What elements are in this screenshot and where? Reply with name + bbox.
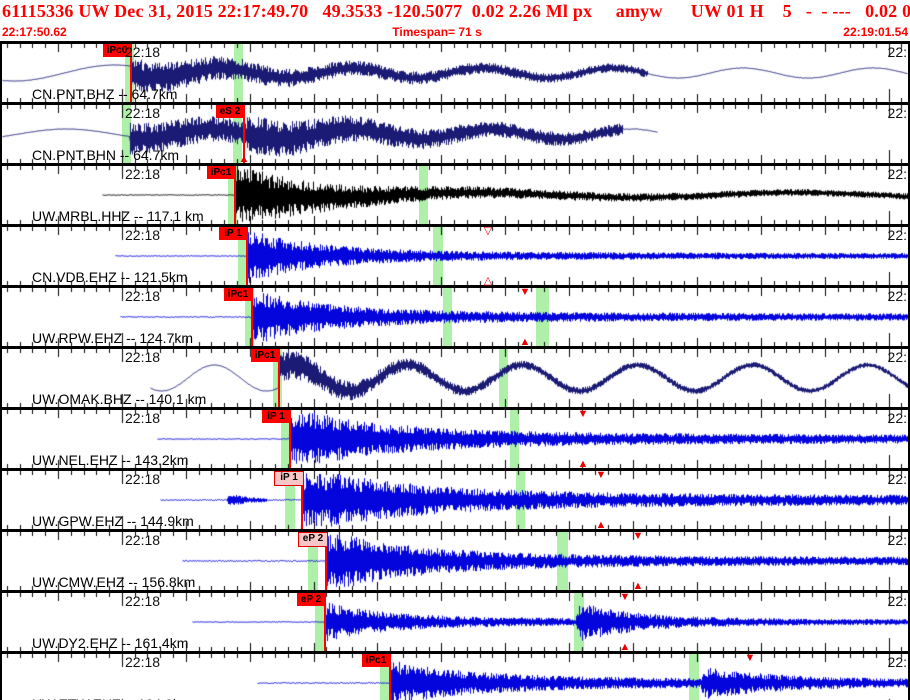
pick-flag[interactable]: iPc1 [251, 349, 279, 362]
trace-row[interactable]: iP 1 ▼ ▲ 22:18 22: UW.NEL.EHZ -- 143.2km [2, 407, 908, 470]
pick-line[interactable] [301, 471, 303, 529]
trace-right-minute-label: 22: [887, 44, 907, 60]
waveform-canvas[interactable] [2, 471, 908, 529]
timespan-label: Timespan= 71 s [392, 25, 482, 39]
trace-right-minute-label: 22: [887, 105, 907, 121]
trace-minute-label: 22:18 [125, 593, 161, 609]
station-label: UW.CMW.EHZ -- 156.8km [32, 574, 196, 590]
trace-minute-label: 22:18 [125, 471, 161, 487]
s-arrival-triangle-icon: ▼ [632, 530, 644, 542]
trace-row[interactable]: iPc1 ▼ ▲ 22:18 22: UW.RPW.EHZ -- 124.7km [2, 285, 908, 348]
trace-right-minute-label: 22: [887, 593, 907, 609]
pick-line[interactable] [324, 593, 326, 651]
trace-minute-label: 22:18 [125, 654, 161, 670]
s-arrival-triangle-icon: ▲ [595, 519, 607, 531]
s-arrival-triangle-icon: ▲ [632, 580, 644, 592]
s-arrival-triangle-icon: ▲ [577, 458, 589, 470]
s-arrival-triangle-icon: ▼ [577, 408, 589, 420]
event-header: 61115336 UW Dec 31, 2015 22:17:49.70 49.… [0, 0, 910, 41]
window-start-time: 22:17:50.62 [2, 25, 67, 39]
waveform-canvas[interactable] [2, 105, 908, 163]
trace-row[interactable]: iPc1 22:18 22: UW.MRBL.HHZ -- 117.1 km [2, 163, 908, 224]
trace-row[interactable]: eP 2 ▼ ▲ 22:18 22: UW.CMW.EHZ -- 156.8km [2, 529, 908, 592]
trace-row[interactable]: eS 2 ▲ 22:18 22: CN.PNT.BHN -- 64.7km [2, 102, 908, 165]
pick-flag[interactable]: iPc1 [224, 288, 252, 301]
trace-right-minute-label: 22: [887, 227, 907, 243]
trace-right-minute-label: 22: [887, 654, 907, 670]
station-label: UW.RPW.EHZ -- 124.7km [32, 330, 194, 346]
station-label: CN.PNT.BHZ -- 64.7km [32, 86, 178, 102]
s-arrival-triangle-icon: △ [483, 275, 493, 287]
event-summary-line: 61115336 UW Dec 31, 2015 22:17:49.70 49.… [2, 1, 910, 21]
station-label: UW.GPW.EHZ -- 144.9km [32, 513, 194, 529]
pick-flag[interactable]: iPc1 [207, 166, 235, 179]
trace-right-minute-label: 22: [887, 532, 907, 548]
trace-row[interactable]: iP 1 ▽ △ 22:18 22: CN.VDB.EHZ -- 121.5km [2, 224, 908, 287]
station-label: UW.NEL.EHZ -- 143.2km [32, 452, 189, 468]
pick-line[interactable] [389, 654, 391, 700]
s-arrival-triangle-icon: ▲ [619, 641, 631, 653]
trace-row[interactable]: iPc0 22:18 22: CN.PNT.BHZ -- 64.7km [2, 41, 908, 102]
waveform-canvas[interactable] [2, 532, 908, 590]
pick-line[interactable] [278, 349, 280, 407]
pick-line[interactable] [246, 227, 248, 285]
trace-right-minute-label: 22: [887, 288, 907, 304]
trace-row[interactable]: eP 2 ▼ ▲ 22:18 22: UW.DY2.EHZ -- 161.4km [2, 590, 908, 653]
waveform-canvas[interactable] [2, 227, 908, 285]
pick-flag[interactable]: iPc0 [103, 44, 131, 57]
pick-line[interactable] [325, 532, 327, 590]
pick-line[interactable] [289, 410, 291, 468]
station-label: UW.DY2.EHZ -- 161.4km [32, 635, 189, 651]
trace-right-minute-label: 22: [887, 349, 907, 365]
trace-minute-label: 22:18 [125, 288, 161, 304]
s-arrival-triangle-icon: ▼ [519, 286, 531, 298]
trace-minute-label: 22:18 [125, 227, 161, 243]
station-label: UW.OMAK.BHZ -- 140.1 km [32, 391, 207, 407]
waveform-canvas[interactable] [2, 349, 908, 407]
pick-line[interactable] [243, 105, 245, 163]
pick-line[interactable] [251, 288, 253, 346]
trace-minute-label: 22:18 [125, 44, 161, 60]
s-arrival-triangle-icon: ▽ [483, 225, 493, 237]
pick-foot-triangle-icon: ▲ [238, 153, 250, 165]
s-arrival-triangle-icon: ▲ [519, 336, 531, 348]
trace-minute-label: 22:18 [125, 105, 161, 121]
station-label: CN.VDB.EHZ -- 121.5km [32, 269, 188, 285]
pick-flag[interactable]: iP 1 [262, 410, 290, 423]
pick-flag[interactable]: iP 1 [219, 227, 247, 240]
trace-right-minute-label: 22: [887, 166, 907, 182]
s-arrival-triangle-icon: ▼ [619, 591, 631, 603]
waveform-canvas[interactable] [2, 654, 908, 700]
pick-line[interactable] [130, 44, 132, 102]
trace-right-minute-label: 22: [887, 410, 907, 426]
trace-row[interactable]: iP 1 ▼ ▲ 22:18 22: UW.GPW.EHZ -- 144.9km [2, 468, 908, 531]
pick-line[interactable] [234, 166, 236, 224]
station-label: CN.PNT.BHN -- 64.7km [32, 147, 180, 163]
waveform-canvas[interactable] [2, 44, 908, 102]
trace-minute-label: 22:18 [125, 349, 161, 365]
s-arrival-triangle-icon: ▼ [595, 469, 607, 481]
trace-minute-label: 22:18 [125, 410, 161, 426]
trace-panel: iPc0 22:18 22: CN.PNT.BHZ -- 64.7km eS 2 ▲ 22:… [0, 41, 910, 700]
pick-flag[interactable]: eS 2 [216, 105, 244, 118]
waveform-canvas[interactable] [2, 166, 908, 224]
station-label: UW.MRBL.HHZ -- 117.1 km [32, 208, 204, 224]
pick-flag[interactable]: iP 1 [274, 471, 304, 486]
trace-right-minute-label: 22: [887, 471, 907, 487]
waveform-canvas[interactable] [2, 410, 908, 468]
pick-flag[interactable]: eP 2 [297, 593, 325, 606]
trace-row[interactable]: iPc1 22:18 22: UW.OMAK.BHZ -- 140.1 km [2, 346, 908, 407]
window-end-time: 22:19:01.54 [843, 25, 908, 39]
trace-minute-label: 22:18 [125, 166, 161, 182]
pick-flag[interactable]: eP 2 [298, 532, 328, 547]
trace-minute-label: 22:18 [125, 532, 161, 548]
waveform-canvas[interactable] [2, 593, 908, 651]
s-arrival-triangle-icon: ▼ [744, 652, 756, 664]
pick-flag[interactable]: iPc1 [362, 654, 390, 667]
station-label: UW.ETW.EHZ -- 194.9km [32, 696, 191, 700]
waveform-canvas[interactable] [2, 288, 908, 346]
